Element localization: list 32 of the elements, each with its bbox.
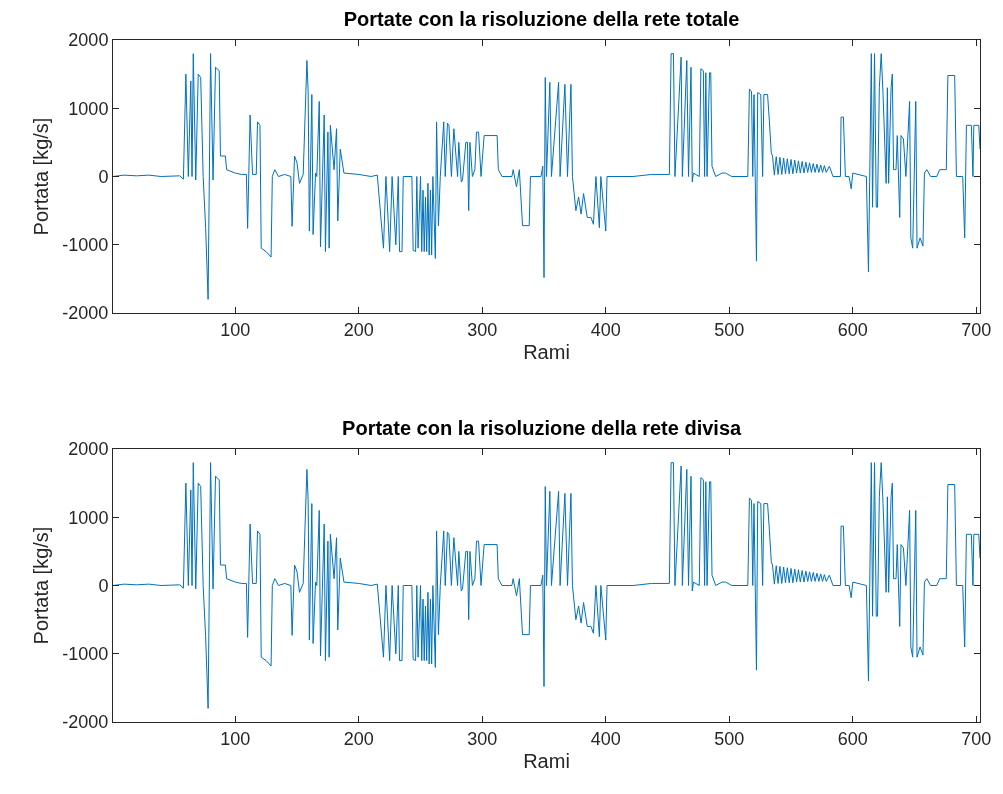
x-tick-label: 500 xyxy=(714,728,745,749)
chart-title: Portate con la risoluzione della rete divisa xyxy=(342,417,742,439)
x-tick-label: 200 xyxy=(343,728,374,749)
y-tick-label: -1000 xyxy=(62,235,109,256)
x-tick-label: 100 xyxy=(220,319,251,340)
chart-title: Portate con la risoluzione della rete totale xyxy=(343,8,740,30)
x-tick-label: 400 xyxy=(590,319,621,340)
y-tick-label: -2000 xyxy=(62,303,109,324)
y-tick-label: -2000 xyxy=(62,712,109,733)
x-tick-label: 100 xyxy=(220,728,251,749)
y-tick-label: -1000 xyxy=(62,644,109,665)
y-axis-title: Portata [kg/s] xyxy=(29,526,52,645)
x-tick-label: 500 xyxy=(714,319,745,340)
y-tick-label: 1000 xyxy=(68,507,109,528)
x-tick-label: 700 xyxy=(961,728,992,749)
x-tick-label: 400 xyxy=(590,728,621,749)
x-tick-label: 200 xyxy=(343,319,374,340)
y-tick-label: 2000 xyxy=(68,439,109,460)
y-tick-label: 2000 xyxy=(68,30,109,51)
line-series xyxy=(113,462,980,709)
x-tick-label: 700 xyxy=(961,319,992,340)
x-tick-label: 300 xyxy=(467,728,498,749)
x-tick-label: 600 xyxy=(837,319,868,340)
y-axis-title: Portata [kg/s] xyxy=(29,117,52,236)
x-tick-label: 300 xyxy=(467,319,498,340)
y-tick-label: 1000 xyxy=(68,98,109,119)
y-tick-label: 0 xyxy=(98,575,109,596)
x-axis-title: Rami xyxy=(523,750,570,773)
y-tick-label: 0 xyxy=(98,166,109,187)
line-series xyxy=(113,53,980,300)
x-tick-label: 600 xyxy=(837,728,868,749)
x-axis-title: Rami xyxy=(523,341,570,364)
